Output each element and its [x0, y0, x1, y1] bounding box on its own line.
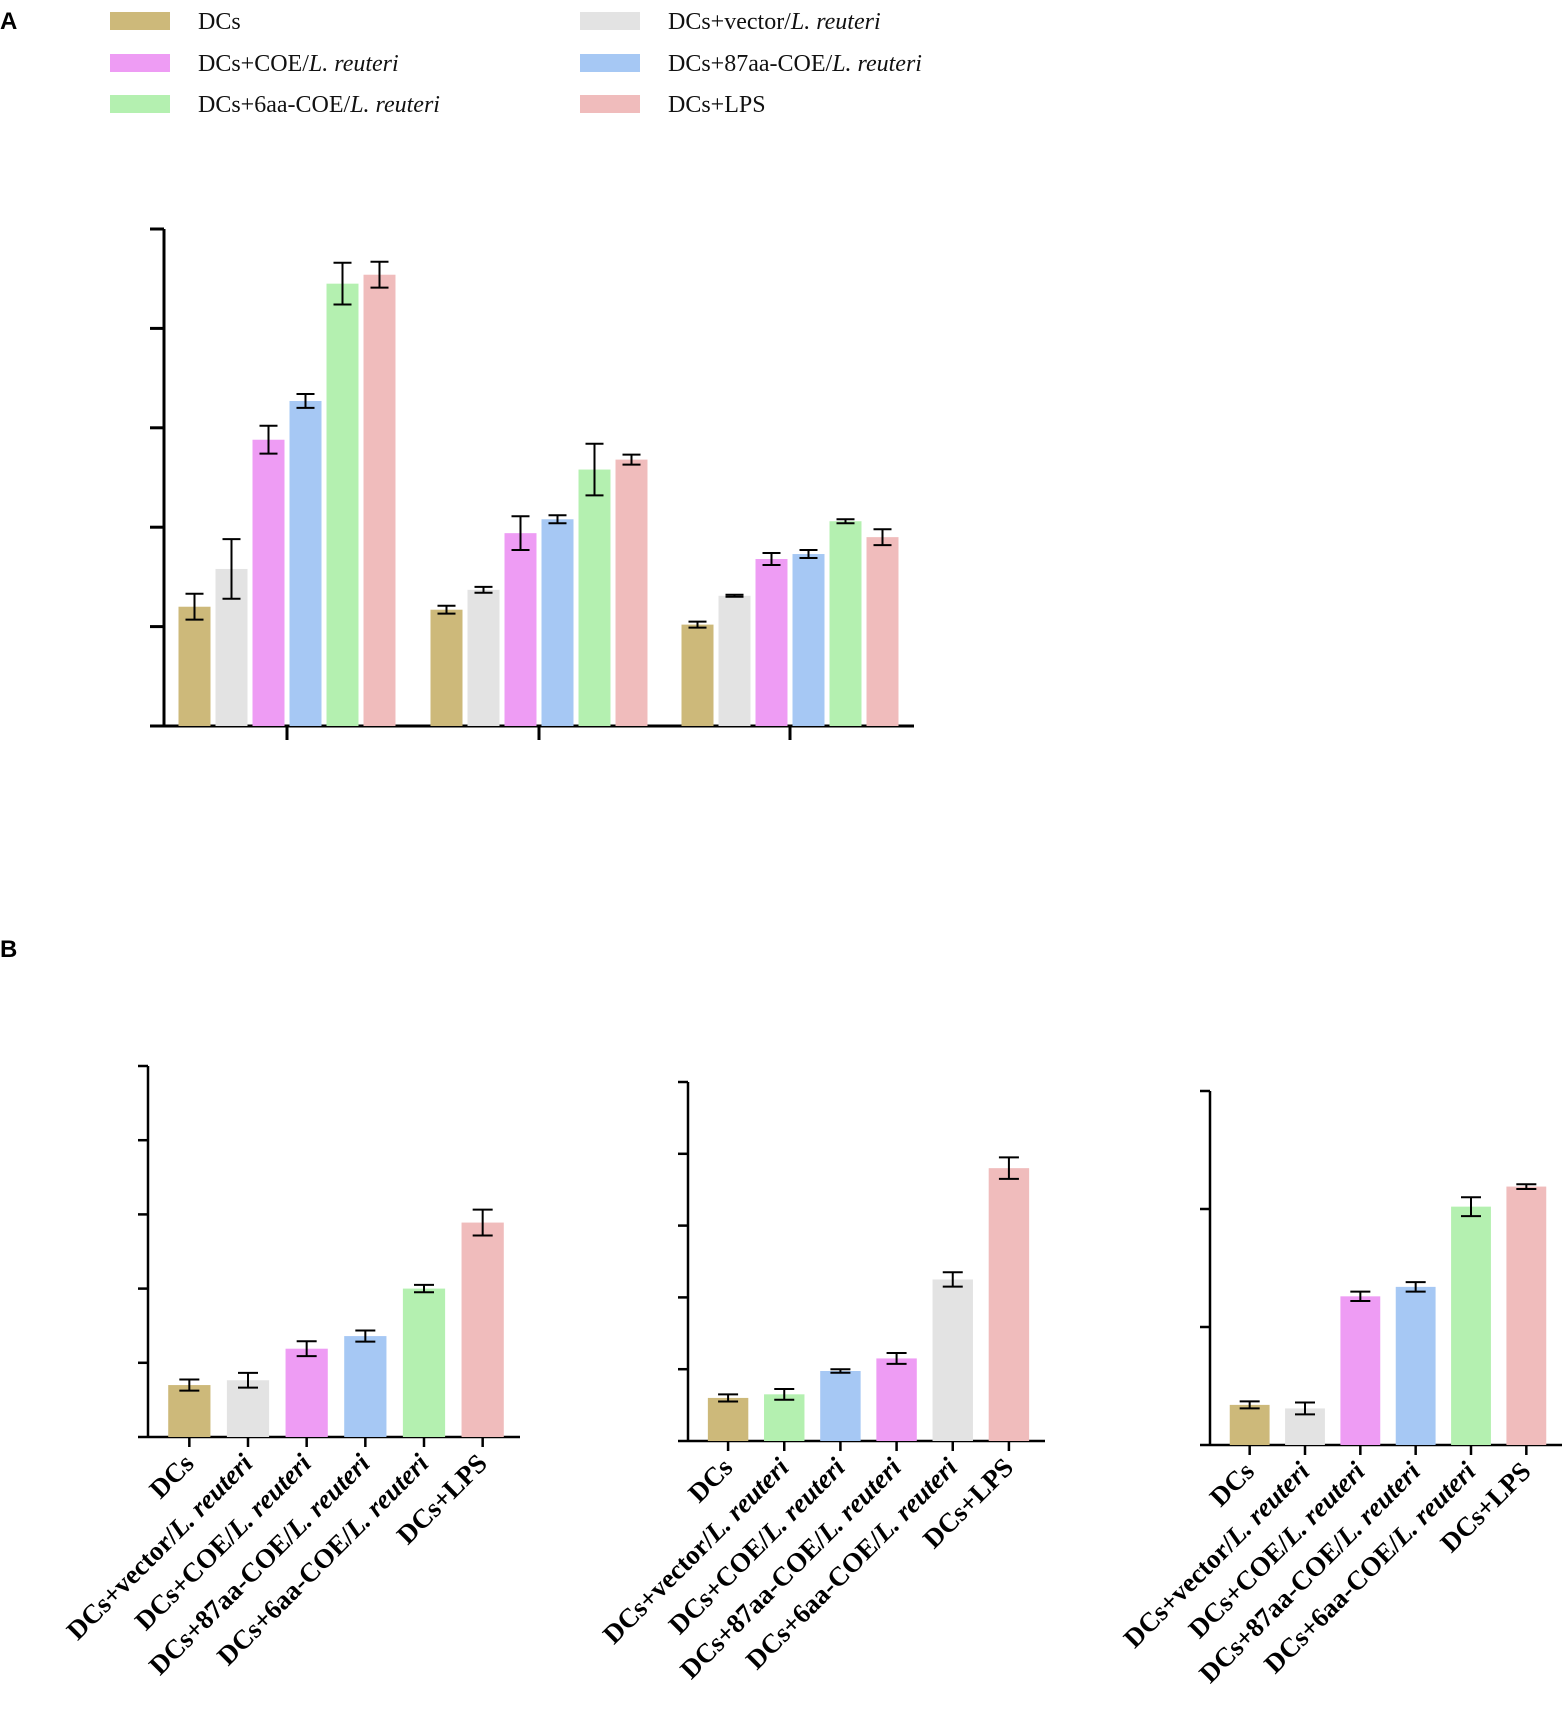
bar-dcs	[707, 1397, 749, 1441]
legend: DCs DCs+vector/L. reuteri DCs+COE/L. reute…	[110, 9, 922, 118]
bar-dcs-coe-l-reuteri	[820, 1370, 861, 1441]
bar-dcs-87aa-coe-l-reuteri	[289, 400, 322, 726]
bar-dcs-87aa-coe-l-reuteri	[344, 1336, 387, 1437]
bar-dcs-87aa-coe-l-reuteri	[541, 519, 574, 726]
bar-dcs-vector-l-reuteri	[226, 1380, 270, 1437]
legend-swatch-dcs-lps	[580, 95, 640, 113]
legend-swatch-dcs	[110, 12, 170, 30]
bar-dcs-lps	[1506, 1186, 1547, 1445]
bar-dcs-lps	[363, 274, 396, 726]
legend-label-dcs-6aa-coe-l-reuteri: DCs+6aa-COE/L. reuteri	[198, 92, 440, 118]
bar-dcs-6aa-coe-l-reuteri	[578, 469, 611, 726]
bar-dcs	[178, 606, 211, 726]
legend-swatch-dcs-vector-l-reuteri	[580, 12, 640, 30]
bar-dcs-coe-l-reuteri	[285, 1348, 328, 1437]
bar-dcs-6aa-coe-l-reuteri	[829, 521, 862, 726]
bar-dcs	[430, 609, 463, 726]
bar-dcs-vector-l-reuteri	[718, 595, 751, 726]
legend-label-dcs-vector-l-reuteri: DCs+vector/L. reuteri	[668, 9, 881, 35]
bar-dcs-vector-l-reuteri	[467, 589, 500, 726]
bar-dcs	[1229, 1404, 1270, 1445]
bar-dcs-lps	[988, 1168, 1030, 1441]
legend-label-dcs-87aa-coe-l-reuteri: DCs+87aa-COE/L. reuteri	[668, 51, 922, 77]
bar-dcs-vector-l-reuteri	[764, 1394, 805, 1441]
chart-panel-a	[150, 227, 914, 740]
bar-dcs-6aa-coe-l-reuteri	[402, 1288, 446, 1437]
legend-swatch-dcs-coe-l-reuteri	[110, 54, 170, 72]
legend-label-dcs-lps: DCs+LPS	[668, 92, 766, 118]
legend-label-dcs: DCs	[198, 9, 241, 35]
bar-dcs-87aa-coe-l-reuteri	[1395, 1286, 1436, 1445]
bar-dcs-coe-l-reuteri	[1340, 1296, 1381, 1445]
panel-label-a: A	[0, 8, 17, 35]
bar-dcs-coe-l-reuteri	[504, 533, 537, 726]
bar-dcs-lps	[866, 537, 899, 726]
legend-label-dcs-coe-l-reuteri: DCs+COE/L. reuteri	[198, 51, 399, 77]
bar-dcs	[681, 624, 714, 726]
bar-dcs-6aa-coe-l-reuteri	[326, 283, 359, 726]
bar-dcs-coe-l-reuteri	[252, 439, 285, 726]
bar-dcs-87aa-coe-l-reuteri	[876, 1358, 917, 1441]
bar-dcs-6aa-coe-l-reuteri	[932, 1279, 973, 1441]
bar-dcs	[168, 1385, 211, 1437]
bar-dcs-6aa-coe-l-reuteri	[1451, 1206, 1491, 1445]
bar-dcs-87aa-coe-l-reuteri	[792, 554, 825, 726]
bar-dcs-lps	[615, 459, 648, 726]
bar-dcs-lps	[461, 1222, 504, 1437]
panel-label-b: B	[0, 936, 17, 963]
legend-swatch-dcs-87aa-coe-l-reuteri	[580, 54, 640, 72]
legend-swatch-dcs-6aa-coe-l-reuteri	[110, 95, 170, 113]
bar-dcs-coe-l-reuteri	[755, 559, 788, 726]
